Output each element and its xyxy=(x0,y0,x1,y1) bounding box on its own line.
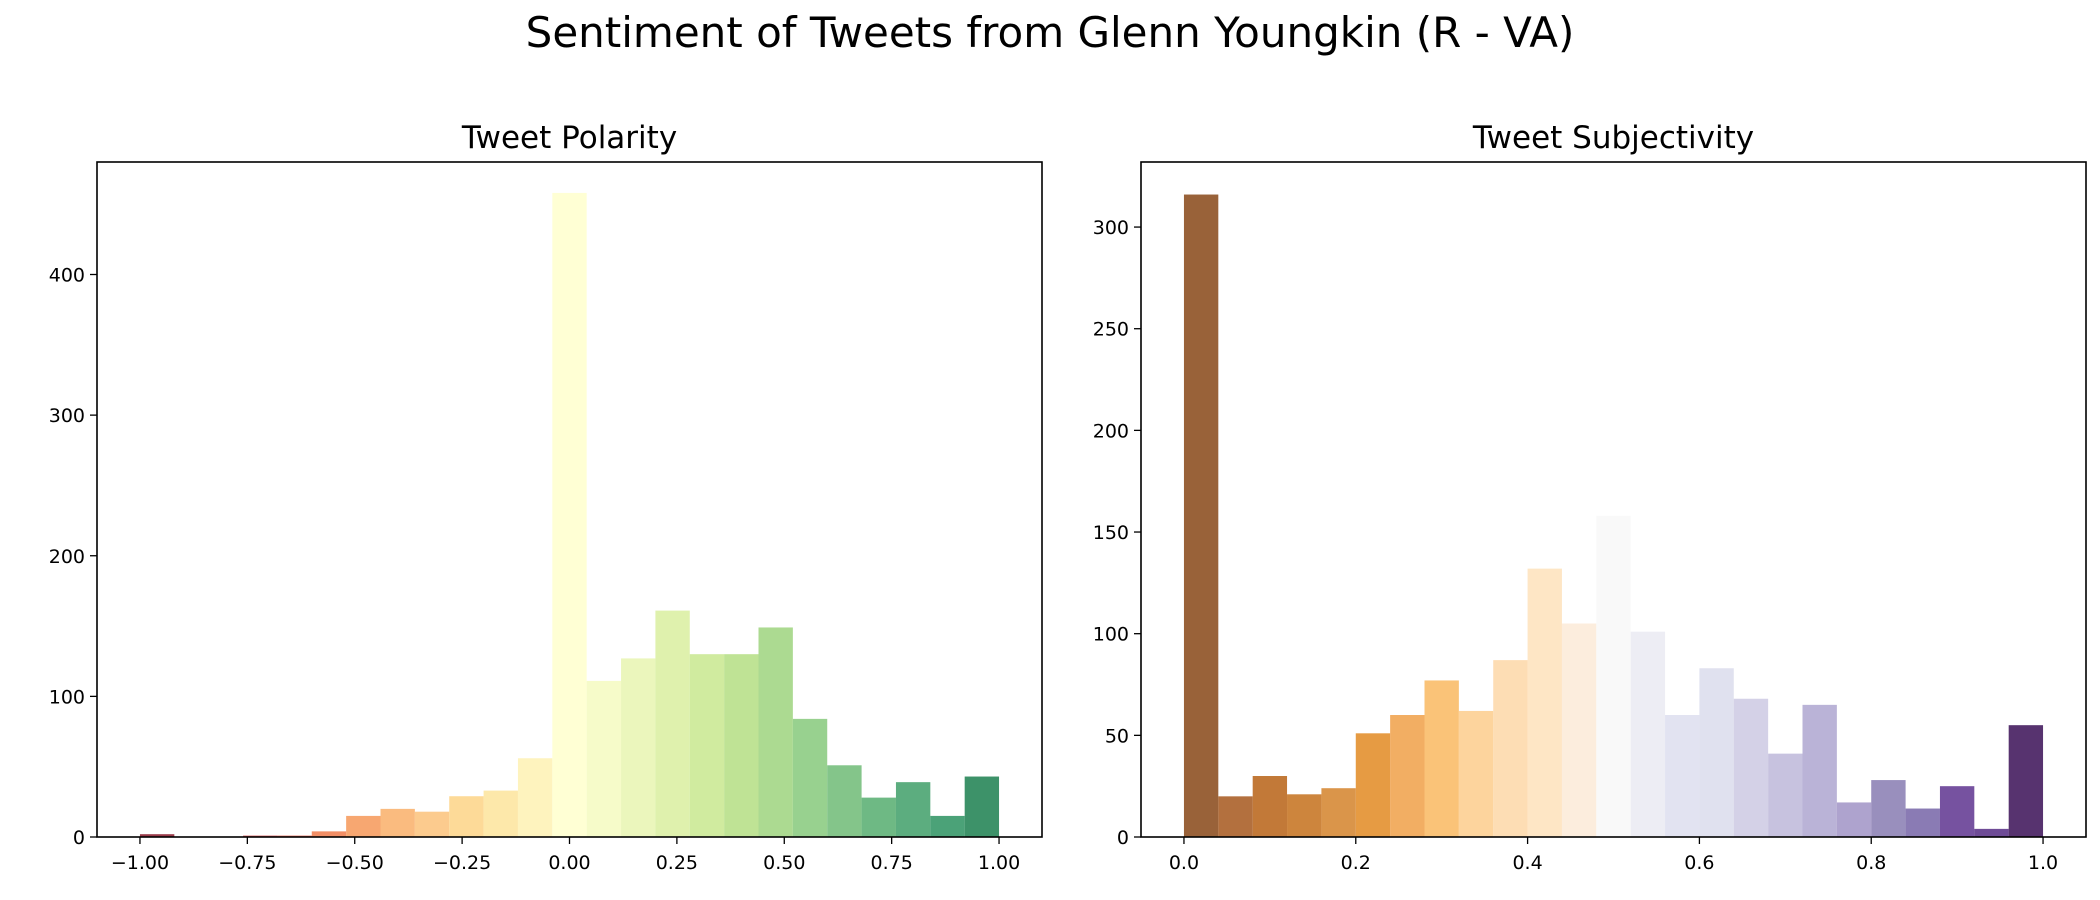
subjectivity-xtick-label: 0.6 xyxy=(1684,852,1714,874)
polarity-ytick-label: 400 xyxy=(49,265,85,287)
polarity-bars xyxy=(139,192,1000,837)
subjectivity-bar xyxy=(1390,715,1425,837)
polarity-xtick-label: 0.75 xyxy=(871,852,913,874)
polarity-bar xyxy=(792,718,828,837)
polarity-title: Tweet Polarity xyxy=(461,120,677,156)
subjectivity-bar xyxy=(1699,668,1734,837)
figure-title: Sentiment of Tweets from Glenn Youngkin … xyxy=(525,8,1575,57)
subjectivity-xtick-label: 0.4 xyxy=(1512,852,1542,874)
subjectivity-ytick-label: 50 xyxy=(1105,725,1129,747)
subjectivity-bar xyxy=(1939,786,1975,837)
polarity-bar xyxy=(483,790,518,837)
polarity-bar xyxy=(449,796,484,837)
subjectivity-ytick-label: 0 xyxy=(1117,827,1129,849)
polarity-xtick-label: 1.00 xyxy=(978,852,1020,874)
polarity-bar xyxy=(311,831,347,837)
polarity-xtick-label: −0.50 xyxy=(326,852,384,874)
polarity-bar xyxy=(621,658,656,837)
polarity-bar xyxy=(861,797,896,837)
subjectivity-title: Tweet Subjectivity xyxy=(1472,120,1754,156)
subjectivity-bar xyxy=(1768,753,1803,837)
subjectivity-bar xyxy=(2008,725,2044,837)
polarity-bar xyxy=(586,680,622,837)
subjectivity-bar xyxy=(1905,808,1940,837)
polarity-xtick-label: 0.50 xyxy=(763,852,805,874)
polarity-bar xyxy=(724,654,759,837)
polarity-bar xyxy=(414,811,450,837)
subjectivity-bar xyxy=(1561,623,1597,837)
polarity-bar xyxy=(380,808,415,837)
polarity-xtick-label: 0.00 xyxy=(548,852,590,874)
subjectivity-bar xyxy=(1871,780,1906,837)
subjectivity-xtick-label: 0.8 xyxy=(1856,852,1886,874)
subjectivity-bar xyxy=(1596,515,1631,837)
polarity-xtick-label: −0.75 xyxy=(218,852,276,874)
subjectivity-ytick-label: 250 xyxy=(1093,319,1129,341)
subjectivity-bar xyxy=(1630,631,1666,837)
subjectivity-ytick-label: 150 xyxy=(1093,522,1129,544)
polarity-ytick-label: 300 xyxy=(49,405,85,427)
polarity-bar xyxy=(552,192,587,837)
subjectivity-bar xyxy=(1665,715,1700,837)
polarity-bar xyxy=(758,627,793,837)
polarity-ytick-label: 200 xyxy=(49,546,85,568)
subjectivity-bar xyxy=(1802,704,1837,837)
subjectivity-bar xyxy=(1974,828,2009,837)
subjectivity-xtick-label: 1.0 xyxy=(2028,852,2058,874)
subjectivity-xtick-label: 0.0 xyxy=(1169,852,1199,874)
subjectivity-bar xyxy=(1218,796,1253,837)
polarity-bar xyxy=(964,776,1000,837)
polarity-bar xyxy=(346,815,381,837)
subjectivity-bar xyxy=(1836,802,1872,837)
polarity-xtick-label: −1.00 xyxy=(111,852,169,874)
polarity-bar xyxy=(895,782,931,837)
subjectivity-bar xyxy=(1321,788,1356,837)
subjectivity-bar xyxy=(1424,680,1459,837)
polarity-ytick-label: 100 xyxy=(49,686,85,708)
polarity-bar xyxy=(517,758,553,837)
polarity-xtick-label: 0.25 xyxy=(656,852,698,874)
subjectivity-ytick-label: 100 xyxy=(1093,624,1129,646)
subjectivity-bar xyxy=(1458,710,1494,837)
polarity-bar xyxy=(655,610,690,837)
subjectivity-bar xyxy=(1355,733,1391,837)
polarity-ytick-label: 0 xyxy=(73,827,85,849)
subjectivity-bar xyxy=(1493,660,1528,837)
subjectivity-axes-frame xyxy=(1140,161,2087,838)
subjectivity-ytick-label: 200 xyxy=(1093,420,1129,442)
subjectivity-bar xyxy=(1183,194,1219,837)
polarity-bar xyxy=(827,765,862,837)
subjectivity-ytick-label: 300 xyxy=(1093,217,1129,239)
polarity-bar xyxy=(930,815,965,837)
polarity-xtick-label: −0.25 xyxy=(433,852,491,874)
subjectivity-xtick-label: 0.2 xyxy=(1341,852,1371,874)
subjectivity-bar xyxy=(1287,794,1322,837)
subjectivity-bar xyxy=(1733,698,1769,837)
subjectivity-bar xyxy=(1527,568,1562,837)
polarity-bar xyxy=(689,654,725,837)
polarity-bar xyxy=(139,834,175,837)
subjectivity-bars xyxy=(1183,194,2044,837)
subjectivity-bar xyxy=(1252,776,1288,837)
